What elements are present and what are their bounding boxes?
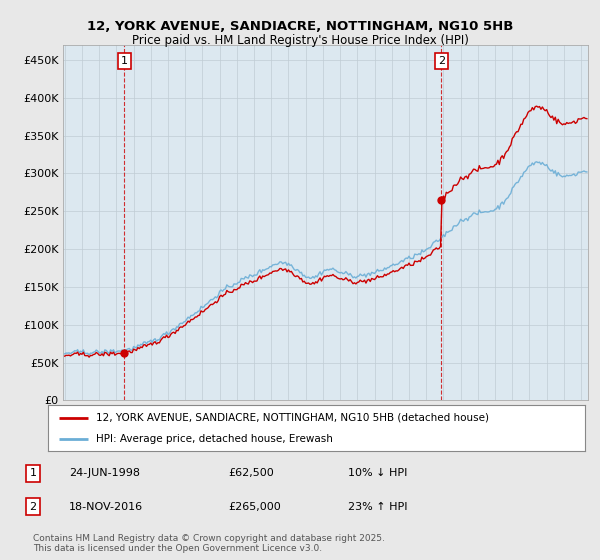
Text: Contains HM Land Registry data © Crown copyright and database right 2025.
This d: Contains HM Land Registry data © Crown c…	[33, 534, 385, 553]
Text: 2: 2	[438, 56, 445, 66]
Text: 1: 1	[121, 56, 128, 66]
Text: 12, YORK AVENUE, SANDIACRE, NOTTINGHAM, NG10 5HB (detached house): 12, YORK AVENUE, SANDIACRE, NOTTINGHAM, …	[97, 413, 490, 423]
Text: 10% ↓ HPI: 10% ↓ HPI	[348, 468, 407, 478]
Text: 12, YORK AVENUE, SANDIACRE, NOTTINGHAM, NG10 5HB: 12, YORK AVENUE, SANDIACRE, NOTTINGHAM, …	[87, 20, 513, 32]
Text: 1: 1	[29, 468, 37, 478]
Text: 2: 2	[29, 502, 37, 512]
Text: 24-JUN-1998: 24-JUN-1998	[69, 468, 140, 478]
Text: £265,000: £265,000	[228, 502, 281, 512]
Text: £62,500: £62,500	[228, 468, 274, 478]
Text: Price paid vs. HM Land Registry's House Price Index (HPI): Price paid vs. HM Land Registry's House …	[131, 34, 469, 46]
Text: 18-NOV-2016: 18-NOV-2016	[69, 502, 143, 512]
Text: 23% ↑ HPI: 23% ↑ HPI	[348, 502, 407, 512]
Text: HPI: Average price, detached house, Erewash: HPI: Average price, detached house, Erew…	[97, 435, 333, 444]
